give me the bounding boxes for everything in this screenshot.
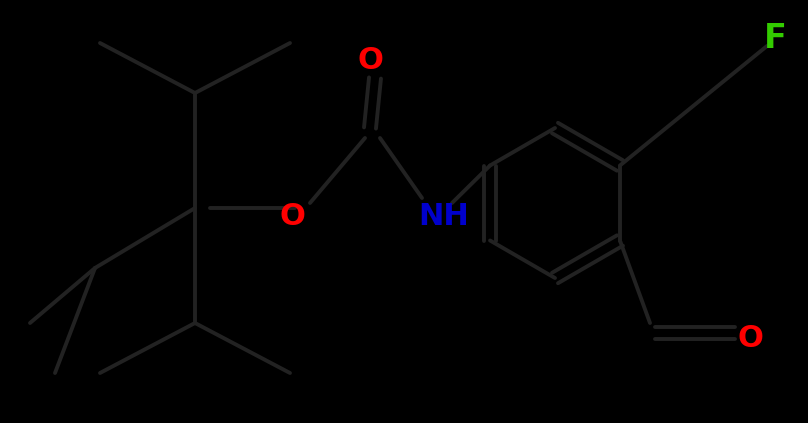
Text: NH: NH xyxy=(419,201,469,231)
Text: O: O xyxy=(279,201,305,231)
Text: O: O xyxy=(737,324,763,352)
Text: O: O xyxy=(357,46,383,74)
Text: F: F xyxy=(764,22,786,55)
